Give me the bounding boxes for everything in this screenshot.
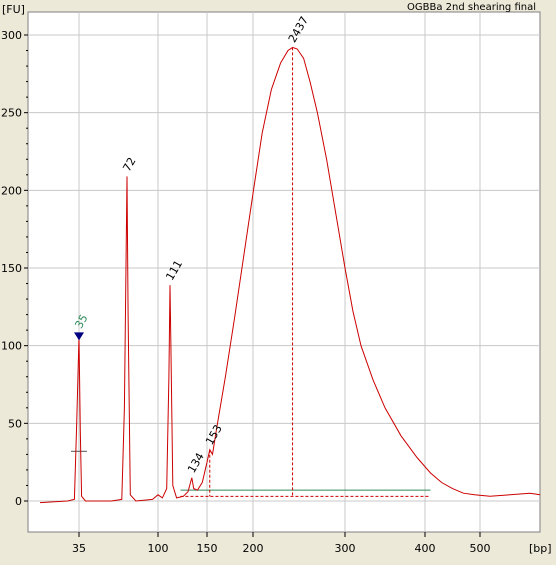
y-tick-label: 50 bbox=[8, 417, 22, 430]
grid-lines bbox=[28, 12, 540, 532]
peak-label-72: 72 bbox=[120, 155, 138, 174]
y-tick-label: 200 bbox=[1, 184, 22, 197]
y-tick-label: 250 bbox=[1, 107, 22, 120]
x-tick-label: 400 bbox=[415, 542, 436, 555]
y-tick-label: 100 bbox=[1, 340, 22, 353]
x-tick-label: 500 bbox=[470, 542, 491, 555]
peak-drop-lines bbox=[71, 47, 294, 497]
y-tick-label: 300 bbox=[1, 29, 22, 42]
x-tick-label: 300 bbox=[335, 542, 356, 555]
x-tick-label: 100 bbox=[148, 542, 169, 555]
y-axis-ticks: 0 50 100 150 200 250 300 bbox=[1, 29, 28, 508]
x-axis-ticks: 35 100 150 200 300 400 500 bbox=[72, 532, 491, 555]
x-tick-label: 200 bbox=[243, 542, 264, 555]
y-tick-label: 0 bbox=[15, 495, 22, 508]
x-tick-label: 35 bbox=[72, 542, 86, 555]
baseline-segments bbox=[180, 489, 431, 497]
y-tick-label: 150 bbox=[1, 262, 22, 275]
x-axis-unit-label: [bp] bbox=[529, 542, 552, 555]
marker-triangle bbox=[74, 332, 84, 341]
peak-label-35: 35 bbox=[72, 312, 90, 331]
plot-area bbox=[27, 11, 541, 533]
chart-title: OGBBa 2nd shearing final bbox=[407, 2, 536, 13]
x-tick-label: 150 bbox=[197, 542, 218, 555]
y-axis-unit-label: [FU] bbox=[2, 3, 25, 16]
fluorescence-trace bbox=[39, 46, 541, 504]
